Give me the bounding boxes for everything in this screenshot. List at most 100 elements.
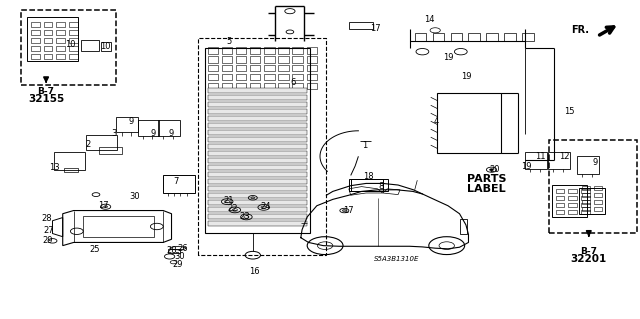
Text: 30: 30 (129, 192, 140, 201)
Text: 19: 19 (443, 53, 453, 62)
Text: 3: 3 (111, 130, 116, 138)
Bar (81, 40, 99, 51)
Bar (208, 65, 218, 71)
Bar (549, 140, 637, 233)
Text: 27: 27 (44, 226, 54, 235)
Text: 13: 13 (49, 163, 60, 172)
Bar (264, 47, 275, 54)
Text: S5A3B1310E: S5A3B1310E (374, 256, 419, 262)
Bar (236, 65, 246, 71)
Bar (54, 152, 85, 170)
Bar (349, 22, 373, 29)
Text: 26: 26 (177, 244, 188, 253)
Bar (581, 196, 590, 200)
Bar (208, 109, 307, 114)
Bar (56, 38, 65, 43)
Bar (568, 203, 577, 207)
Bar (278, 56, 289, 63)
Bar (222, 65, 232, 71)
Bar (581, 203, 590, 207)
Text: 32155: 32155 (28, 94, 64, 104)
Bar (568, 210, 577, 214)
Bar (31, 30, 40, 35)
Bar (415, 33, 426, 41)
Bar (208, 158, 307, 163)
Text: 19: 19 (521, 162, 531, 171)
Bar (222, 47, 232, 54)
Bar (69, 30, 78, 35)
Bar (582, 200, 590, 204)
Text: 6: 6 (291, 78, 296, 87)
Text: 9: 9 (151, 130, 156, 138)
Bar (582, 207, 590, 211)
Bar (56, 30, 65, 35)
Bar (556, 203, 564, 207)
Text: 15: 15 (564, 107, 575, 116)
Bar (278, 65, 289, 71)
Bar (264, 65, 275, 71)
Bar (205, 48, 310, 233)
Text: 16: 16 (250, 267, 260, 276)
Bar (83, 216, 154, 237)
Text: 4: 4 (433, 117, 438, 126)
Bar (556, 189, 564, 193)
Bar (208, 221, 307, 226)
Bar (208, 123, 307, 128)
Bar (236, 47, 246, 54)
Bar (292, 47, 303, 54)
Bar (208, 179, 307, 184)
Bar (292, 56, 303, 63)
Bar (31, 38, 40, 43)
Bar (307, 74, 317, 80)
Text: 11: 11 (536, 152, 546, 161)
Bar (69, 54, 78, 59)
Bar (581, 210, 590, 214)
Bar (208, 88, 307, 93)
Bar (99, 147, 122, 154)
Text: 23: 23 (239, 212, 250, 221)
Bar (208, 151, 307, 156)
Text: 2: 2 (86, 140, 91, 149)
Bar (250, 47, 260, 54)
Bar (250, 83, 260, 89)
Text: 32201: 32201 (571, 254, 607, 264)
Text: 14: 14 (424, 15, 435, 24)
Bar (222, 56, 232, 63)
Text: 18: 18 (363, 172, 373, 181)
Bar (307, 65, 317, 71)
Bar (581, 189, 590, 193)
Text: 19: 19 (461, 72, 471, 81)
Bar (250, 65, 260, 71)
Bar (208, 200, 307, 205)
Text: 1: 1 (362, 141, 367, 150)
Bar (582, 186, 590, 190)
Text: 17: 17 (371, 24, 381, 33)
Bar (44, 46, 52, 51)
Bar (27, 17, 78, 61)
Bar (278, 83, 289, 89)
Bar (208, 102, 307, 107)
Text: LABEL: LABEL (467, 184, 506, 194)
Bar (577, 156, 599, 174)
Bar (236, 74, 246, 80)
Bar (568, 189, 577, 193)
Bar (208, 116, 307, 121)
Text: 10: 10 (100, 42, 111, 51)
Bar (31, 46, 40, 51)
Text: 22: 22 (227, 204, 237, 213)
Bar (208, 137, 307, 142)
Bar (525, 152, 547, 169)
Bar (208, 186, 307, 191)
Text: 24: 24 (260, 202, 271, 211)
Bar (264, 74, 275, 80)
Bar (460, 219, 467, 234)
Text: 9: 9 (129, 117, 134, 126)
Bar (504, 33, 516, 41)
Bar (21, 10, 116, 85)
Bar (437, 93, 501, 153)
Bar (69, 38, 78, 43)
Bar (86, 135, 117, 150)
Bar (168, 249, 180, 253)
Text: 9: 9 (593, 158, 598, 167)
Bar (349, 179, 388, 191)
